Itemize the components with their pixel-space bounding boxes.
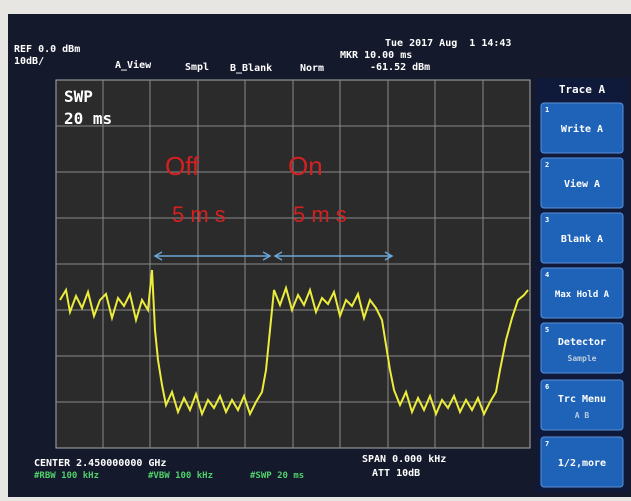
scale: 10dB/ (14, 56, 44, 67)
on-label: On (288, 151, 323, 181)
softkey-number: 6 (545, 383, 549, 391)
sweep-label: SWP (64, 87, 93, 106)
softkey-sub: A B (575, 411, 590, 420)
blank: B_Blank (230, 63, 272, 74)
softkey-number: 7 (545, 440, 549, 448)
softkey-number: 5 (545, 326, 549, 334)
softkey-title: Trace A (559, 83, 606, 96)
softkey-number: 1 (545, 106, 549, 114)
marker: MKR 10.00 ms (340, 50, 412, 61)
softkey-label: 1/2,more (558, 458, 606, 469)
softkey-label: Write A (561, 123, 603, 135)
off-label: Off (165, 151, 200, 181)
softkey-number: 2 (545, 161, 549, 169)
swp: #SWP 20 ms (250, 471, 304, 481)
on-duration: 5 m s (293, 202, 347, 227)
marker-level: -61.52 dBm (370, 62, 430, 73)
off-duration: 5 m s (172, 202, 226, 227)
softkey[interactable] (541, 323, 623, 373)
view: A_View (115, 59, 152, 71)
mode: Norm (300, 63, 324, 74)
detector: Smpl (185, 62, 209, 73)
softkey-label: View A (564, 178, 600, 190)
softkey-number: 3 (545, 216, 549, 224)
instrument-photo: REF 0.0 dBm 10dB/ A_View Smpl B_Blank No… (0, 0, 631, 497)
ref-level: REF 0.0 dBm (14, 44, 80, 55)
softkey-label: Blank A (561, 234, 603, 245)
rbw: #RBW 100 kHz (34, 471, 99, 481)
softkey-label: Max Hold A (555, 290, 610, 300)
datetime: Tue 2017 Aug 1 14:43 (385, 38, 511, 49)
attenuation: ATT 10dB (372, 468, 420, 479)
softkey-label: Trc Menu (558, 394, 606, 405)
softkey-label: Detector (558, 337, 606, 348)
center-freq: CENTER 2.450000000 GHz (34, 458, 166, 469)
vbw: #VBW 100 kHz (148, 471, 213, 481)
sweep-time: 20 ms (64, 109, 112, 128)
softkey-number: 4 (545, 271, 549, 279)
softkey[interactable] (541, 380, 623, 430)
span: SPAN 0.000 kHz (362, 454, 446, 465)
softkey-sub: Sample (568, 354, 597, 363)
